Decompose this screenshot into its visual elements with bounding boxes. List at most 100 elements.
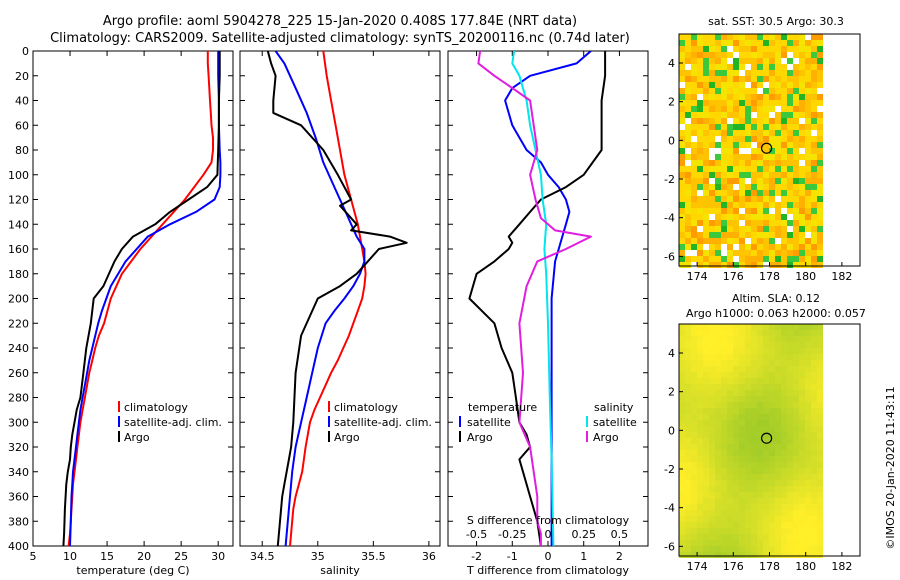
map-cell <box>685 486 691 492</box>
map-cell <box>763 214 769 220</box>
map-cell <box>691 444 697 450</box>
map-cell <box>697 444 703 450</box>
map-cell <box>715 262 721 268</box>
x-tick-label: 180 <box>795 560 816 573</box>
map-cell <box>745 70 751 76</box>
map-cell <box>817 70 823 76</box>
map-cell <box>817 100 823 106</box>
map-cell <box>709 94 715 100</box>
map-cell <box>811 528 817 534</box>
map-cell <box>757 336 763 342</box>
map-cell <box>799 166 805 172</box>
map-cell <box>787 444 793 450</box>
map-cell <box>715 444 721 450</box>
map-cell <box>679 480 685 486</box>
map-cell <box>757 342 763 348</box>
map-cell <box>769 112 775 118</box>
map-cell <box>721 256 727 262</box>
map-cell <box>709 378 715 384</box>
map-cell <box>793 510 799 516</box>
map-cell <box>817 40 823 46</box>
map-cell <box>745 474 751 480</box>
map-cell <box>691 226 697 232</box>
map-cell <box>763 76 769 82</box>
y-tick-label: 80 <box>15 144 29 157</box>
map-cell <box>757 166 763 172</box>
map-cell <box>793 196 799 202</box>
map-cell <box>685 504 691 510</box>
map-cell <box>811 196 817 202</box>
map-cell <box>787 208 793 214</box>
map-cell <box>763 498 769 504</box>
map-cell <box>733 342 739 348</box>
map-cell <box>775 354 781 360</box>
map-cell <box>739 124 745 130</box>
map-cell <box>709 486 715 492</box>
map-cell <box>745 372 751 378</box>
map-cell <box>781 528 787 534</box>
map-cell <box>787 100 793 106</box>
map-cell <box>781 444 787 450</box>
map-cell <box>757 94 763 100</box>
map-cell <box>805 510 811 516</box>
map-cell <box>727 450 733 456</box>
map-cell <box>703 510 709 516</box>
map-cell <box>751 450 757 456</box>
difference-xlabel-top: S difference from climatology <box>467 514 630 527</box>
map-cell <box>811 172 817 178</box>
map-cell <box>721 262 727 268</box>
map-cell <box>715 468 721 474</box>
x-tick-label: 176 <box>723 270 744 283</box>
map-cell <box>793 348 799 354</box>
map-cell <box>775 330 781 336</box>
map-cell <box>805 528 811 534</box>
map-cell <box>769 498 775 504</box>
map-cell <box>685 82 691 88</box>
map-cell <box>697 262 703 268</box>
map-cell <box>817 348 823 354</box>
map-cell <box>751 46 757 52</box>
map-cell <box>751 474 757 480</box>
map-cell <box>715 88 721 94</box>
map-cell <box>811 498 817 504</box>
map-cell <box>811 76 817 82</box>
y-tick-label: 300 <box>8 416 29 429</box>
map-cell <box>703 46 709 52</box>
map-cell <box>781 432 787 438</box>
map-cell <box>799 34 805 40</box>
map-cell <box>775 324 781 330</box>
map-cell <box>781 378 787 384</box>
map-cell <box>721 372 727 378</box>
map-cell <box>733 82 739 88</box>
map-cell <box>715 34 721 40</box>
map-cell <box>691 34 697 40</box>
map-cell <box>781 76 787 82</box>
map-cell <box>691 172 697 178</box>
legend-s-satellite: satellite <box>593 416 637 429</box>
map-cell <box>817 82 823 88</box>
map-cell <box>727 384 733 390</box>
map-cell <box>805 522 811 528</box>
map-cell <box>781 438 787 444</box>
map-cell <box>697 118 703 124</box>
map-cell <box>691 100 697 106</box>
map-cell <box>769 414 775 420</box>
map-cell <box>787 136 793 142</box>
map-cell <box>763 510 769 516</box>
map-cell <box>799 184 805 190</box>
map-cell <box>697 244 703 250</box>
map-cell <box>781 172 787 178</box>
map-cell <box>787 184 793 190</box>
map-cell <box>763 378 769 384</box>
map-cell <box>739 70 745 76</box>
map-cell <box>739 522 745 528</box>
temperature-lines <box>62 51 222 546</box>
map-cell <box>787 516 793 522</box>
map-cell <box>679 432 685 438</box>
map-cell <box>679 238 685 244</box>
map-cell <box>775 118 781 124</box>
map-cell <box>685 196 691 202</box>
map-cell <box>739 160 745 166</box>
map-cell <box>799 492 805 498</box>
map-cell <box>799 172 805 178</box>
